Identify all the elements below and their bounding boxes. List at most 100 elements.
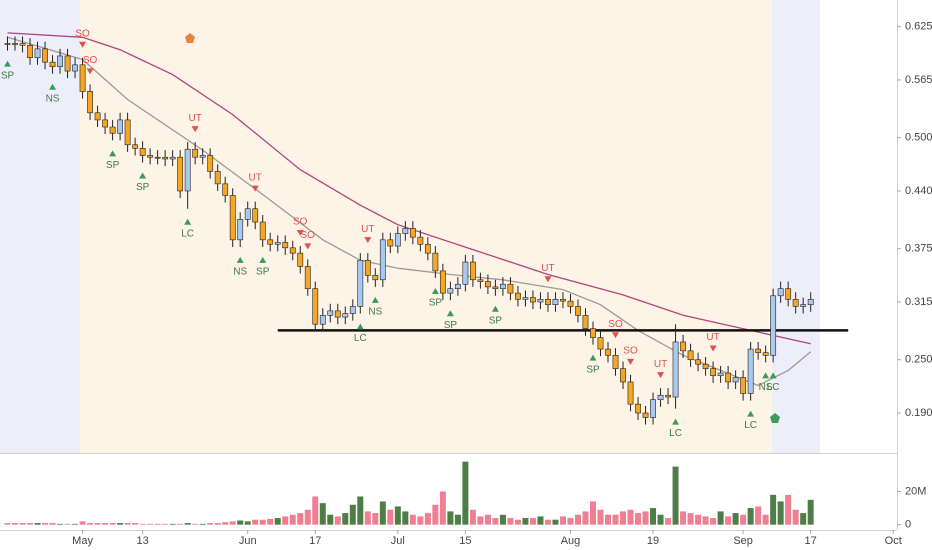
candle-body bbox=[117, 119, 124, 134]
volume-bar bbox=[199, 523, 206, 525]
x-tick-label: 19 bbox=[647, 535, 659, 547]
candle-body bbox=[87, 91, 93, 114]
candle-body bbox=[477, 279, 484, 282]
down-arrow bbox=[709, 345, 717, 352]
candle-body bbox=[432, 252, 439, 272]
volume-bar bbox=[162, 523, 169, 525]
volume-bar bbox=[364, 511, 371, 525]
candle-body bbox=[530, 297, 536, 303]
candle-body bbox=[357, 259, 364, 307]
volume-bar bbox=[342, 513, 349, 525]
candle-body bbox=[717, 372, 724, 377]
volume-bar bbox=[499, 514, 506, 525]
volume-bar bbox=[627, 509, 634, 525]
volume-bar bbox=[672, 466, 679, 525]
session-shade bbox=[0, 0, 80, 453]
candle-body bbox=[702, 363, 709, 369]
volume-bar bbox=[559, 516, 566, 525]
candle-body bbox=[394, 233, 401, 247]
candle-body bbox=[800, 304, 807, 307]
session-shade bbox=[80, 0, 772, 453]
candle-body bbox=[199, 155, 206, 158]
down-arrow bbox=[544, 276, 552, 283]
volume-bar bbox=[117, 523, 124, 525]
candle-body bbox=[79, 64, 86, 92]
x-tick-label: May bbox=[72, 535, 93, 547]
signal-label: SO bbox=[75, 28, 90, 39]
candle-body bbox=[49, 61, 56, 67]
y-tick-label: 0 bbox=[905, 519, 911, 531]
down-arrow bbox=[251, 185, 259, 192]
candle-body bbox=[304, 266, 311, 289]
candle-body bbox=[139, 148, 146, 156]
candle-body bbox=[102, 119, 108, 128]
candle-body bbox=[627, 381, 634, 405]
candle-body bbox=[12, 43, 18, 45]
candle-body bbox=[560, 299, 566, 302]
candle-body bbox=[507, 283, 514, 294]
volume-bar bbox=[124, 523, 131, 525]
volume-bar bbox=[222, 522, 229, 525]
volume-bar bbox=[229, 521, 236, 525]
candle-body bbox=[417, 236, 424, 245]
y-tick-label: 0.315 bbox=[905, 296, 932, 308]
signal-label: LC bbox=[767, 382, 780, 393]
y-tick-label: 0.375 bbox=[905, 243, 932, 255]
x-tick-label: Oct bbox=[885, 535, 902, 547]
down-arrow bbox=[304, 243, 312, 250]
candle-body bbox=[500, 283, 506, 289]
y-tick-label: 0.190 bbox=[905, 407, 932, 419]
up-arrow bbox=[49, 83, 57, 90]
candle-body bbox=[732, 377, 739, 383]
signal-label: SP bbox=[256, 267, 270, 278]
signal-label: SO bbox=[293, 217, 308, 228]
volume-bar bbox=[297, 513, 304, 525]
volume-bar bbox=[42, 523, 49, 525]
volume-bar bbox=[755, 506, 762, 525]
volume-bar bbox=[597, 509, 604, 525]
down-arrow bbox=[191, 126, 199, 133]
volume-bar bbox=[650, 508, 657, 525]
volume-bar bbox=[680, 511, 687, 525]
candle-body bbox=[229, 195, 236, 241]
y-tick-label: 20M bbox=[905, 485, 926, 497]
candle-body bbox=[672, 341, 679, 398]
volume-bar bbox=[49, 523, 56, 525]
up-arrow bbox=[589, 354, 597, 361]
volume-bar bbox=[507, 518, 514, 525]
candle-body bbox=[567, 300, 574, 307]
candle-body bbox=[620, 368, 626, 383]
volume-bar bbox=[424, 513, 431, 525]
signal-label: SO bbox=[301, 230, 316, 241]
candle-body bbox=[154, 156, 161, 159]
candle-body bbox=[545, 299, 551, 305]
x-tick-label: 17 bbox=[805, 535, 817, 547]
candle-body bbox=[334, 310, 341, 318]
candle-body bbox=[387, 239, 394, 247]
volume-bar bbox=[409, 514, 416, 525]
volume-bar bbox=[589, 501, 596, 525]
candle-body bbox=[57, 55, 63, 67]
volume-bar bbox=[710, 518, 717, 525]
candle-body bbox=[19, 43, 26, 46]
up-arrow bbox=[762, 372, 770, 379]
x-tick-label: Sep bbox=[733, 535, 753, 547]
volume-bar bbox=[574, 514, 581, 525]
candle-body bbox=[687, 350, 694, 361]
candle-body bbox=[447, 288, 454, 294]
candle-body bbox=[522, 297, 529, 300]
volume-bar bbox=[792, 509, 799, 525]
volume-bar bbox=[357, 496, 364, 525]
candle-body bbox=[207, 155, 214, 172]
candle-body bbox=[439, 270, 446, 294]
candle-body bbox=[192, 148, 199, 158]
candle-body bbox=[252, 208, 259, 223]
volume-bar bbox=[402, 511, 409, 525]
x-tick-label: 17 bbox=[309, 535, 321, 547]
candle-body bbox=[755, 348, 762, 353]
candle-body bbox=[244, 208, 251, 220]
candle-body bbox=[424, 243, 431, 254]
candle-body bbox=[485, 281, 491, 288]
signal-label: LC bbox=[181, 228, 194, 239]
